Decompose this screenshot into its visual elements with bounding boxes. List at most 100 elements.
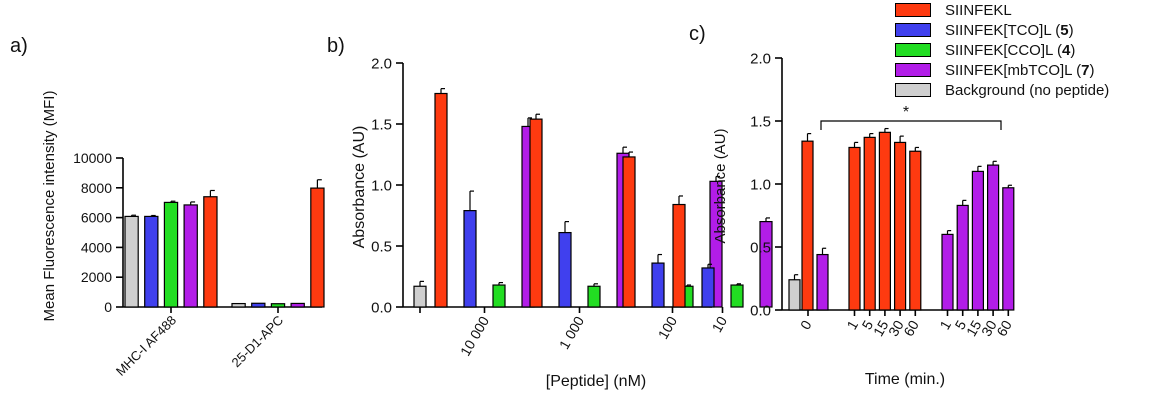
- panel-b-bar: [701, 267, 715, 308]
- legend-compound-number: 5: [1060, 21, 1069, 39]
- panel-b-background-bar: [413, 285, 427, 308]
- legend-item: SIINFEKL: [895, 0, 1109, 20]
- panel-b-bar: [672, 203, 686, 308]
- panel-b-bar: [587, 285, 601, 308]
- panel-a-bar: [270, 303, 286, 308]
- panel-c-ylabel: Absorbance (AU): [712, 128, 729, 243]
- panel-c-x-tick-label: 0: [797, 317, 815, 332]
- panel-a-y-tick-label: 2000: [81, 269, 112, 285]
- panel-c-bar: [986, 164, 1000, 311]
- panel-c-x-tick-label: 15: [870, 317, 892, 339]
- panel-c-y-tick-label: 0.5: [750, 239, 771, 256]
- panel-b-x-tick-label: 10 000: [457, 313, 492, 358]
- panel-a-bar: [290, 302, 305, 308]
- panel-c-significance-bracket: [820, 120, 1002, 130]
- legend-item: Background (no peptide): [895, 80, 1109, 100]
- panel-a-x-tick-label: 25-D1-APC: [229, 313, 287, 371]
- legend-item: SIINFEK[mbTCO]L (7): [895, 60, 1109, 80]
- legend-label-suffix: ): [1068, 21, 1074, 39]
- panel-c-x-tick-label: 30: [885, 317, 907, 339]
- panel-a-y-tick-label: 6000: [81, 210, 112, 226]
- panel-c-y-tick-label: 1.0: [750, 176, 771, 193]
- panel-b-xlabel: [Peptide] (nM): [546, 373, 646, 390]
- legend-label: SIINFEK[mbTCO]L (7): [945, 62, 1094, 79]
- legend-label-suffix: ): [1089, 61, 1095, 79]
- panel-a-bar: [144, 215, 159, 308]
- legend: SIINFEKL SIINFEK[TCO]L (5) SIINFEK[CCO]L (…: [895, 0, 1109, 100]
- panel-a-bar: [163, 201, 179, 308]
- legend-label: SIINFEK[TCO]L (5): [945, 22, 1074, 39]
- panel-c-bar: [863, 136, 876, 311]
- panel-a-y-tick-label: 0: [104, 299, 112, 315]
- panel-a-bar: [124, 215, 139, 308]
- panel-c-bar: [971, 170, 985, 311]
- panel-a-label: a): [10, 35, 28, 57]
- panel-a-bar: [251, 302, 266, 308]
- panel-c-control-bar: [816, 253, 829, 311]
- panel-a-ylabel: Mean Fluorescence intensity (MFI): [41, 91, 58, 322]
- panel-a-bar: [203, 196, 218, 308]
- panel-c-x-tick-label: 15: [963, 317, 985, 339]
- panel-b-bar: [463, 210, 477, 308]
- panel-b-bar: [759, 221, 773, 308]
- panel-b-bar: [622, 156, 636, 308]
- panel-c-y-tick-label: 1.5: [750, 113, 771, 130]
- panel-c-xlabel: Time (min.): [865, 371, 945, 388]
- legend-label-text: SIINFEK[CCO]L (: [945, 41, 1062, 59]
- panel-c-significance-star: *: [903, 104, 909, 121]
- panel-c-label: c): [689, 23, 706, 45]
- panel-c-x-tick-label: 30: [978, 317, 1000, 339]
- panel-c-bar: [1002, 187, 1015, 311]
- legend-label-text: SIINFEKL: [945, 1, 1012, 19]
- panel-a-bar: [310, 187, 325, 308]
- panel-b-x-tick-label: 1 000: [556, 313, 587, 352]
- legend-swatch: [895, 83, 931, 97]
- legend-label-text: Background (no peptide): [945, 81, 1110, 99]
- legend-swatch: [895, 3, 931, 17]
- legend-compound-number: 7: [1081, 61, 1090, 79]
- panel-c-chart: c) Absorbance (AU) Time (min.) 0.0 0.5 1.0…: [689, 23, 1015, 388]
- panel-b-y-tick-label: 1.5: [371, 116, 392, 133]
- panel-b-bar: [492, 284, 506, 308]
- panel-c-x-tick-label: 60: [993, 317, 1015, 339]
- panel-c-control-bar: [801, 140, 814, 311]
- panel-b-bar: [529, 118, 543, 308]
- panel-a-chart: a) Mean Fluorescence intensity (MFI) 0 20…: [10, 35, 325, 379]
- panel-b-x-tick-label: 10: [708, 313, 730, 335]
- panel-b-y-tick-label: 0.0: [371, 299, 392, 316]
- panel-c-y-tick-label: 2.0: [750, 50, 771, 67]
- panel-b-y-tick-label: 0.5: [371, 238, 392, 255]
- legend-item: SIINFEK[TCO]L (5): [895, 20, 1109, 40]
- legend-label: SIINFEK[CCO]L (4): [945, 42, 1075, 59]
- legend-compound-number: 4: [1061, 41, 1071, 59]
- panel-b-y-tick-label: 1.0: [371, 177, 392, 194]
- panel-b-chart: b) Absorbance (AU) [Peptide] (nM) 0.0 0.5…: [327, 35, 773, 390]
- panel-a-bar: [183, 204, 198, 308]
- panel-b-y-tick-label: 2.0: [371, 55, 392, 72]
- panel-b-x-tick-label: 100: [655, 313, 681, 341]
- panel-c-control-bar: [788, 279, 801, 311]
- panel-a-x-tick-label: MHC-I AF488: [113, 313, 179, 379]
- legend-label-text: SIINFEK[mbTCO]L (: [945, 61, 1082, 79]
- panel-b-ylabel: Absorbance (AU): [351, 126, 368, 249]
- legend-swatch: [895, 23, 931, 37]
- legend-label-text: SIINFEK[TCO]L (: [945, 21, 1061, 39]
- legend-label-suffix: ): [1070, 41, 1076, 59]
- panel-a-y-tick-label: 4000: [81, 239, 112, 255]
- legend-item: SIINFEK[CCO]L (4): [895, 40, 1109, 60]
- legend-label: SIINFEKL: [945, 2, 1012, 19]
- panel-c-y-tick-label: 0.0: [750, 302, 771, 319]
- panel-b-bar: [651, 262, 665, 308]
- panel-c-bar: [956, 204, 969, 311]
- panel-c-x-tick-label: 60: [900, 317, 922, 339]
- legend-label: Background (no peptide): [945, 82, 1109, 99]
- panel-c-bar: [893, 141, 907, 311]
- panel-b-bar: [434, 92, 448, 308]
- panel-c-bar: [909, 150, 922, 311]
- legend-swatch: [895, 43, 931, 57]
- panel-a-bar: [231, 302, 246, 308]
- panel-a-y-tick-label: 10000: [73, 150, 112, 166]
- panel-b-label: b): [327, 35, 345, 57]
- panel-b-bar: [730, 284, 744, 308]
